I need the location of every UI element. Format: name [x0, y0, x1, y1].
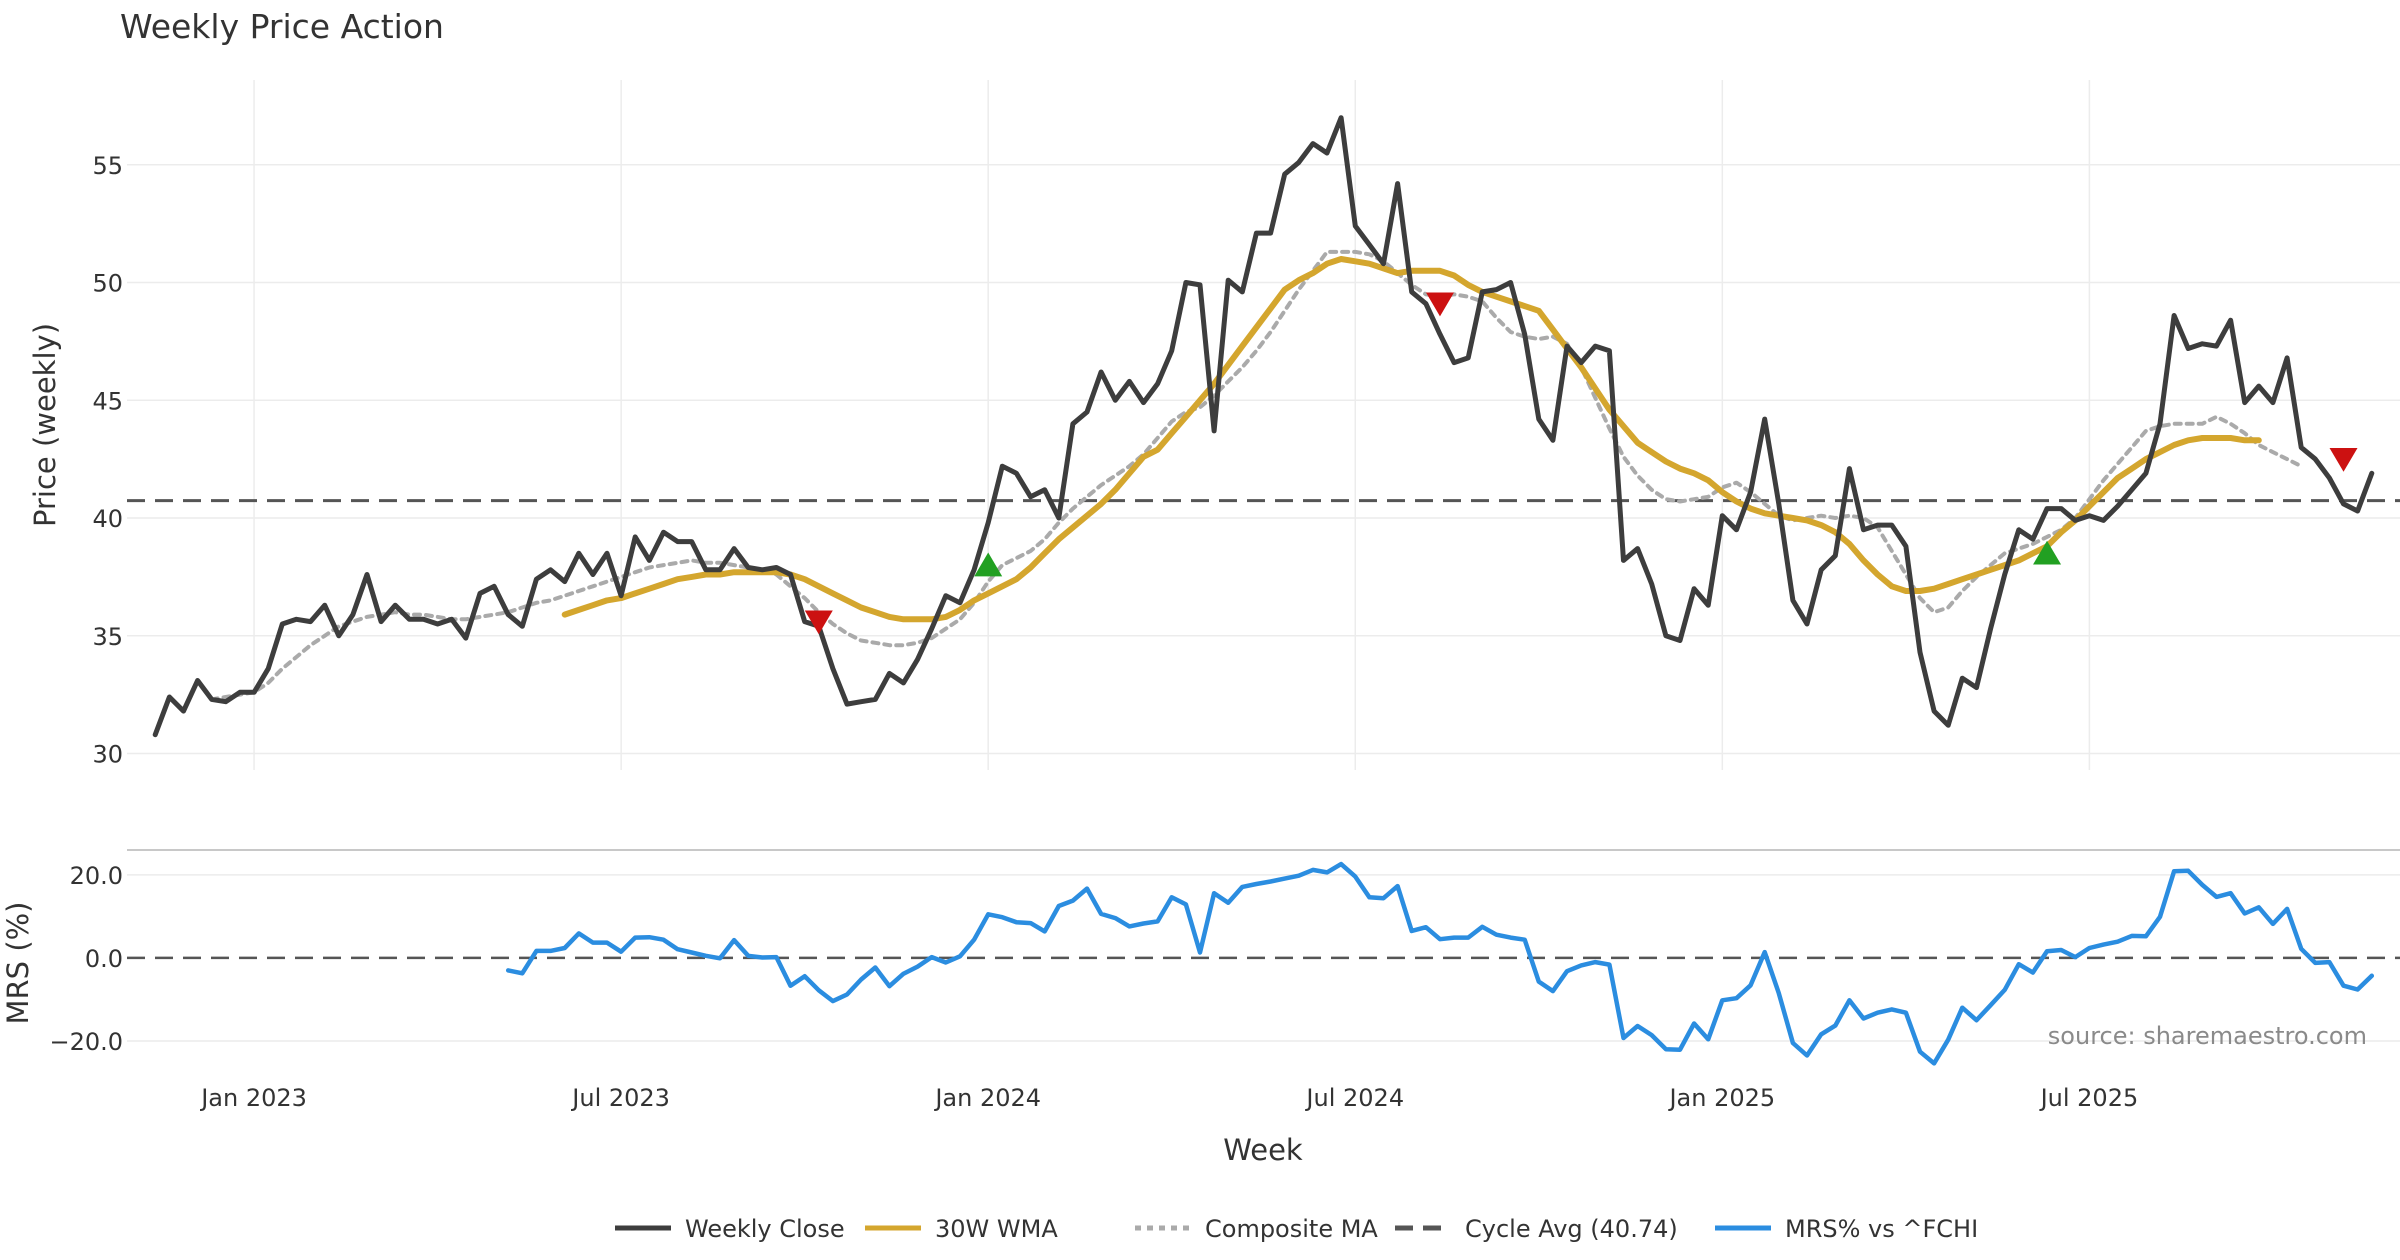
price-panel-grid — [127, 80, 2400, 770]
legend-label-composite-ma: Composite MA — [1205, 1215, 1378, 1243]
price-y-tick-label: 50 — [92, 270, 123, 298]
x-tick-label: Jul 2025 — [2039, 1084, 2139, 1112]
price-y-tick-label: 40 — [92, 505, 123, 533]
legend: Weekly Close 30W WMA Composite MA Cycle Avg… — [615, 1215, 1978, 1243]
mrs-panel-grid — [127, 874, 2400, 1042]
price-y-tick-label: 45 — [92, 387, 123, 415]
x-tick-labels: Jan 2023 Jul 2023 Jan 2024 Jul 2024 Jan 2025… — [199, 1084, 2138, 1112]
mrs-y-tick-label: 0.0 — [85, 945, 123, 973]
price-y-tick-label: 55 — [92, 152, 123, 180]
price-y-tick-label: 35 — [92, 623, 123, 651]
legend-label-mrs-vs-fchi: MRS% vs ^FCHI — [1785, 1215, 1978, 1243]
legend-label-cycle-avg-40-74: Cycle Avg (40.74) — [1465, 1215, 1678, 1243]
mrs-axis-title: MRS (%) — [1, 902, 35, 1025]
sell-signal-marker — [1425, 292, 1454, 317]
price-axis-title: Price (weekly) — [28, 323, 62, 527]
x-tick-label: Jul 2024 — [1304, 1084, 1404, 1112]
legend-label-weekly-close: Weekly Close — [685, 1215, 845, 1243]
buy-signal-marker — [974, 552, 1003, 577]
x-tick-label: Jul 2023 — [570, 1084, 670, 1112]
price-y-tick-label: 30 — [92, 741, 123, 769]
mrs-y-tick-label: 20.0 — [70, 862, 123, 890]
x-axis-title: Week — [1223, 1133, 1303, 1167]
series-line-composite-ma — [209, 249, 2304, 702]
series-line-weekly-close — [152, 115, 2375, 738]
legend-label-30w-wma: 30W WMA — [935, 1215, 1058, 1243]
x-tick-label: Jan 2025 — [1667, 1084, 1775, 1112]
price-y-tick-labels: 30 35 40 45 50 55 — [92, 152, 123, 769]
x-tick-label: Jan 2024 — [933, 1084, 1041, 1112]
sell-signal-marker — [2329, 447, 2358, 472]
buy-signal-marker — [2033, 540, 2062, 565]
mrs-series-group — [505, 861, 2375, 1066]
signal-markers — [804, 292, 2358, 635]
series-line-mrs — [505, 861, 2375, 1066]
series-line-30w-wma — [561, 256, 2262, 623]
x-tick-label: Jan 2023 — [199, 1084, 307, 1112]
price-series-group — [152, 115, 2375, 738]
mrs-y-tick-labels: −20.0 0.0 20.0 — [49, 862, 123, 1056]
source-annotation: source: sharemaestro.com — [2048, 1022, 2367, 1050]
mrs-y-tick-label: −20.0 — [49, 1028, 123, 1056]
sell-signal-marker — [804, 610, 833, 635]
chart-title: Weekly Price Action — [120, 7, 444, 46]
